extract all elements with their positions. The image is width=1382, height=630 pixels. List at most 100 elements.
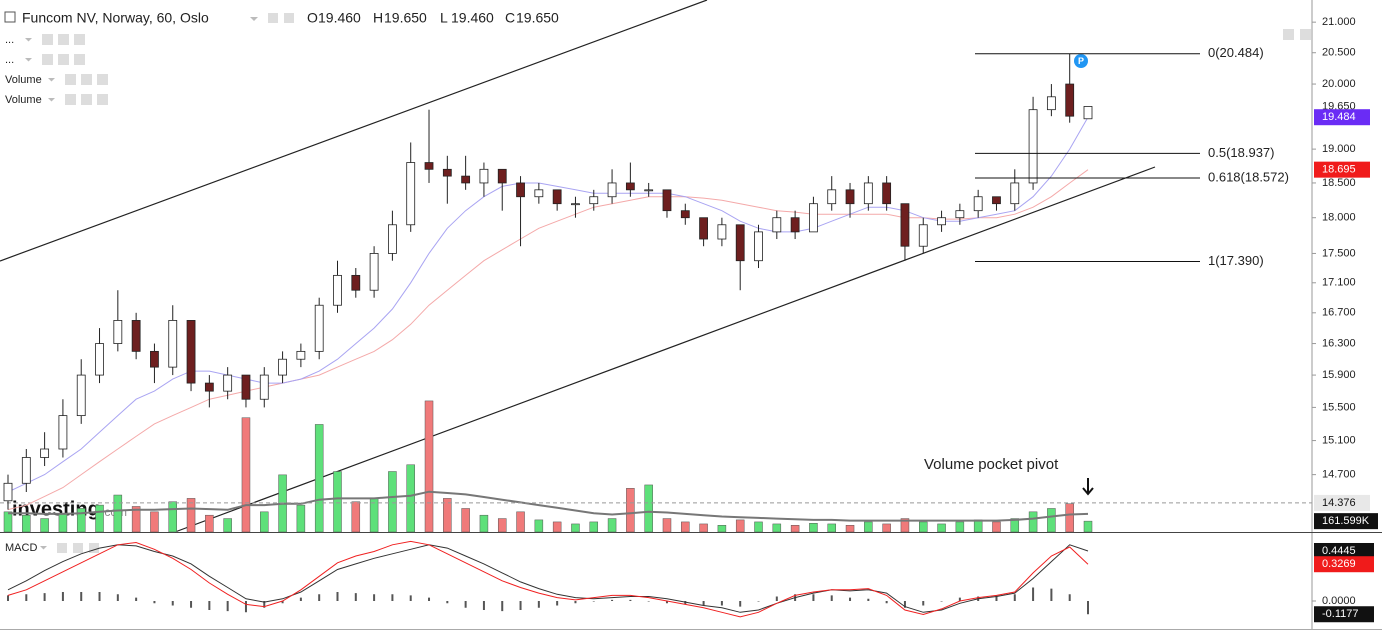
macd-histogram-bar: [519, 601, 522, 610]
macd-histogram-bar: [208, 601, 211, 610]
volume-bar: [1028, 511, 1038, 533]
indicator-name: ...: [5, 34, 14, 46]
macd-histogram-bar: [830, 595, 833, 601]
value-label: 14.376: [1322, 497, 1356, 509]
macd-histogram-bar: [702, 601, 705, 606]
settings-icon[interactable]: [65, 94, 76, 105]
macd-histogram-bar: [354, 593, 357, 601]
candle-body: [790, 217, 800, 233]
volume-bar: [1047, 508, 1056, 533]
settings-icon[interactable]: [58, 34, 69, 45]
volume-bar: [260, 511, 269, 533]
candle-body: [314, 304, 324, 352]
macd-histogram-bar: [61, 592, 64, 601]
pivot-marker[interactable]: [1074, 54, 1088, 68]
macd-histogram-bar: [739, 601, 742, 607]
volume-bar: [22, 514, 31, 533]
scale-icon[interactable]: [1283, 29, 1294, 40]
y-tick-label: 15.100: [1322, 434, 1356, 446]
volume-bar: [626, 488, 635, 533]
macd-histogram-bar: [409, 595, 412, 601]
settings-icon[interactable]: [57, 543, 67, 553]
candle-body: [662, 189, 672, 212]
settings-icon[interactable]: [97, 94, 108, 105]
chart-title: Funcom NV, Norway, 60, Oslo: [22, 10, 209, 26]
dropdown-icon[interactable]: [48, 98, 55, 102]
settings-icon[interactable]: [58, 54, 69, 65]
settings-icon[interactable]: [74, 54, 85, 65]
macd-histogram-bar: [391, 594, 394, 601]
settings-icon[interactable]: [74, 34, 85, 45]
volume-bar: [369, 498, 379, 533]
y-tick-label: 18.500: [1322, 177, 1356, 189]
volume-bar: [388, 471, 397, 533]
candle-body: [40, 448, 50, 458]
macd-histogram-bar: [958, 597, 961, 601]
macd-histogram-bar: [1068, 594, 1071, 601]
volume-bar: [662, 518, 672, 533]
macd-histogram-bar: [1032, 587, 1035, 601]
candle-body: [259, 374, 269, 400]
close-icon[interactable]: [89, 543, 99, 553]
macd-histogram-bar: [501, 601, 504, 612]
macd-histogram-bar: [43, 593, 46, 601]
volume-bar: [1083, 520, 1093, 533]
fib-level-label: 0.618(18.572): [1208, 169, 1289, 184]
settings-icon[interactable]: [81, 94, 92, 105]
candle-body: [680, 210, 690, 219]
macd-histogram-bar: [1087, 601, 1089, 615]
candle-body: [131, 320, 141, 352]
y-tick-label: 17.500: [1322, 247, 1356, 259]
settings-icon[interactable]: [42, 34, 53, 45]
volume-bar: [351, 501, 361, 533]
dropdown-icon[interactable]: [40, 546, 47, 550]
candle-body: [552, 189, 562, 205]
macd-histogram-bar: [665, 601, 668, 604]
dropdown-icon[interactable]: [250, 17, 258, 21]
macd-histogram-bar: [318, 594, 321, 601]
macd-histogram-bar: [684, 601, 687, 605]
candle-body: [772, 217, 782, 233]
macd-histogram-bar: [940, 601, 943, 602]
volume-bar: [1010, 518, 1020, 533]
header-icon[interactable]: [4, 11, 16, 23]
settings-icon[interactable]: [73, 543, 83, 553]
y-tick-label: 20.500: [1322, 47, 1356, 59]
dropdown-icon[interactable]: [48, 78, 55, 82]
macd-histogram-bar: [647, 601, 650, 602]
macd-y-tick-label: 0.0000: [1322, 595, 1356, 607]
candle-body: [571, 203, 580, 206]
candle-body: [1083, 106, 1093, 120]
settings-icon[interactable]: [268, 13, 278, 23]
y-tick-label: 17.100: [1322, 277, 1356, 289]
ohlc-key: O: [307, 10, 318, 26]
dropdown-icon[interactable]: [25, 38, 32, 42]
value-label-box: [1314, 494, 1370, 511]
macd-histogram-bar: [7, 595, 9, 601]
candle-body: [625, 182, 635, 191]
settings-icon[interactable]: [97, 74, 108, 85]
scale-icon[interactable]: [1300, 29, 1311, 40]
candle-body: [369, 253, 379, 291]
volume-bar: [845, 525, 855, 533]
macd-histogram-bar: [98, 592, 101, 601]
candle-body: [351, 274, 361, 291]
settings-icon[interactable]: [81, 74, 92, 85]
macd-histogram-bar: [867, 598, 870, 601]
candle-body: [717, 224, 727, 240]
candle-body: [809, 203, 818, 233]
volume-bar: [717, 525, 727, 533]
volume-bar: [1065, 503, 1074, 533]
settings-icon[interactable]: [284, 13, 294, 23]
volume-bar: [223, 518, 232, 533]
dropdown-icon[interactable]: [25, 58, 32, 62]
settings-icon[interactable]: [42, 54, 53, 65]
volume-bar: [461, 508, 470, 533]
macd-histogram-bar: [720, 601, 723, 606]
value-label-box: [1314, 542, 1374, 559]
volume-bar: [552, 521, 562, 533]
macd-histogram-bar: [80, 592, 83, 601]
settings-icon[interactable]: [65, 74, 76, 85]
